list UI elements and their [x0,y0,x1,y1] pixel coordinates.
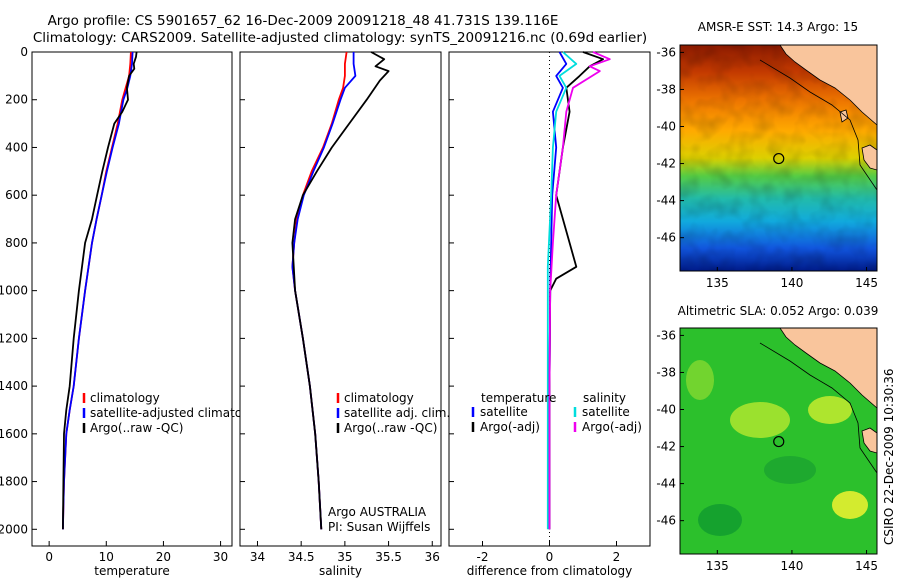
difference-x-tick-label: 0 [546,550,554,564]
sla-map-panel: Altimetric SLA: 0.052 Argo: 0.039 135 140… [656,304,878,573]
difference-series-cyan [546,51,578,530]
map-y-tick-label: -36 [656,328,676,342]
legend-entry: satellite-adjusted climatology [90,406,268,420]
map-x-tick-label: 145 [855,276,878,290]
sla-blob [764,456,816,484]
map-y-tick-label: -40 [656,120,676,134]
map-x-tick-label: 135 [706,276,729,290]
float-annotation: PI: Susan Wijffels [328,520,430,534]
salinity-x-tick-label: 35 [337,550,352,564]
sla-land-tasmania [861,427,877,454]
temperature-x-tick-label: 20 [156,550,171,564]
map-y-tick-label: -44 [656,477,676,491]
legend-entry: Argo(-adj) [480,420,540,434]
salinity-plot-frame [239,51,442,547]
difference-series-magenta [548,51,611,530]
sla-blob [686,360,714,400]
sla-shelf-contour [759,342,877,474]
sla-blob [730,402,790,438]
legend-entry: satellite adj. clim. [344,406,450,420]
argo-location-marker [773,435,785,448]
depth-tick-label: 1000 [0,284,28,298]
sla-blob [832,491,868,519]
temperature-plot-frame [31,51,233,547]
header-line-1: Argo profile: CS 5901657_62 16-Dec-2009 … [48,13,559,29]
legend-entry: climatology [90,391,160,405]
salinity-x-tick-label: 34.5 [288,550,315,564]
depth-tick-label: 1400 [0,379,28,393]
sst-shelf-contour [759,59,877,191]
depth-tick-label: 600 [5,188,28,202]
float-annotation: Argo AUSTRALIA [328,505,427,519]
sst-land-mainland [779,45,877,126]
legend-entry: Argo(-adj) [582,420,642,434]
depth-tick-label: 0 [20,45,28,59]
map-y-tick-label: -46 [656,231,676,245]
legend-title-temperature: temperature [481,391,556,405]
salinity-x-tick-label: 36 [425,550,440,564]
legend-title-salinity: salinity [583,391,626,405]
map-x-tick-label: 135 [706,559,729,573]
difference-x-tick-label: 2 [613,550,621,564]
legend-entry: satellite [582,405,630,419]
sla-map-title: Altimetric SLA: 0.052 Argo: 0.039 [678,304,879,318]
map-x-tick-label: 140 [780,559,803,573]
salinity-x-tick-label: 35.5 [375,550,402,564]
sst-land-tasmania [861,144,877,171]
sla-land-mainland [779,328,877,409]
sst-map-title: AMSR-E SST: 14.3 Argo: 15 [698,20,858,34]
temperature-x-tick-label: 0 [45,550,53,564]
map-y-tick-label: -40 [656,403,676,417]
salinity-panel: 34 34.5 35 35.5 36 salinity climatologysatelli… [239,51,450,578]
sla-map-frame [679,327,878,555]
temperature-x-axis-label: temperature [94,564,169,578]
map-x-tick-label: 145 [855,559,878,573]
depth-tick-label: 2000 [0,522,28,536]
depth-tick-label: 800 [5,236,28,250]
salinity-x-tick-label: 34 [250,550,265,564]
difference-x-tick-label: -2 [477,550,489,564]
difference-x-axis-label: difference from climatology [467,564,633,578]
legend-entry: satellite [480,405,528,419]
salinity-series-argo [291,51,390,530]
sst-map-panel: AMSR-E SST: 14.3 Argo: 15 135 140 145 -36 -3… [656,20,878,290]
sla-blob [698,504,742,536]
temperature-series-argo [62,51,138,530]
header-line-2: Climatology: CARS2009. Satellite-adjuste… [33,30,647,46]
map-y-tick-label: -36 [656,45,676,59]
temperature-x-tick-label: 10 [99,550,114,564]
temperature-panel: 0 10 20 30 temperature 0 200 400 600 800 1000 1200 1… [0,45,268,578]
side-timestamp: CSIRO 22-Dec-2009 10:30:36 [882,368,896,545]
legend-entry: climatology [344,391,414,405]
map-y-tick-label: -42 [656,157,676,171]
map-y-tick-label: -42 [656,440,676,454]
map-y-tick-label: -38 [656,365,676,379]
temperature-x-tick-label: 30 [213,550,228,564]
argo-location-marker [773,152,785,165]
map-y-tick-label: -38 [656,82,676,96]
depth-tick-label: 1600 [0,427,28,441]
map-y-tick-label: -46 [656,514,676,528]
depth-tick-label: 400 [5,140,28,154]
map-y-tick-label: -44 [656,194,676,208]
map-x-tick-label: 140 [780,276,803,290]
sla-blob [808,396,852,424]
depth-tick-label: 1200 [0,331,28,345]
legend-entry: Argo(..raw -QC) [90,421,183,435]
legend-entry: Argo(..raw -QC) [344,421,437,435]
sst-map-frame [679,44,878,272]
depth-tick-label: 200 [5,93,28,107]
salinity-x-axis-label: salinity [319,564,362,578]
depth-tick-label: 1800 [0,475,28,489]
